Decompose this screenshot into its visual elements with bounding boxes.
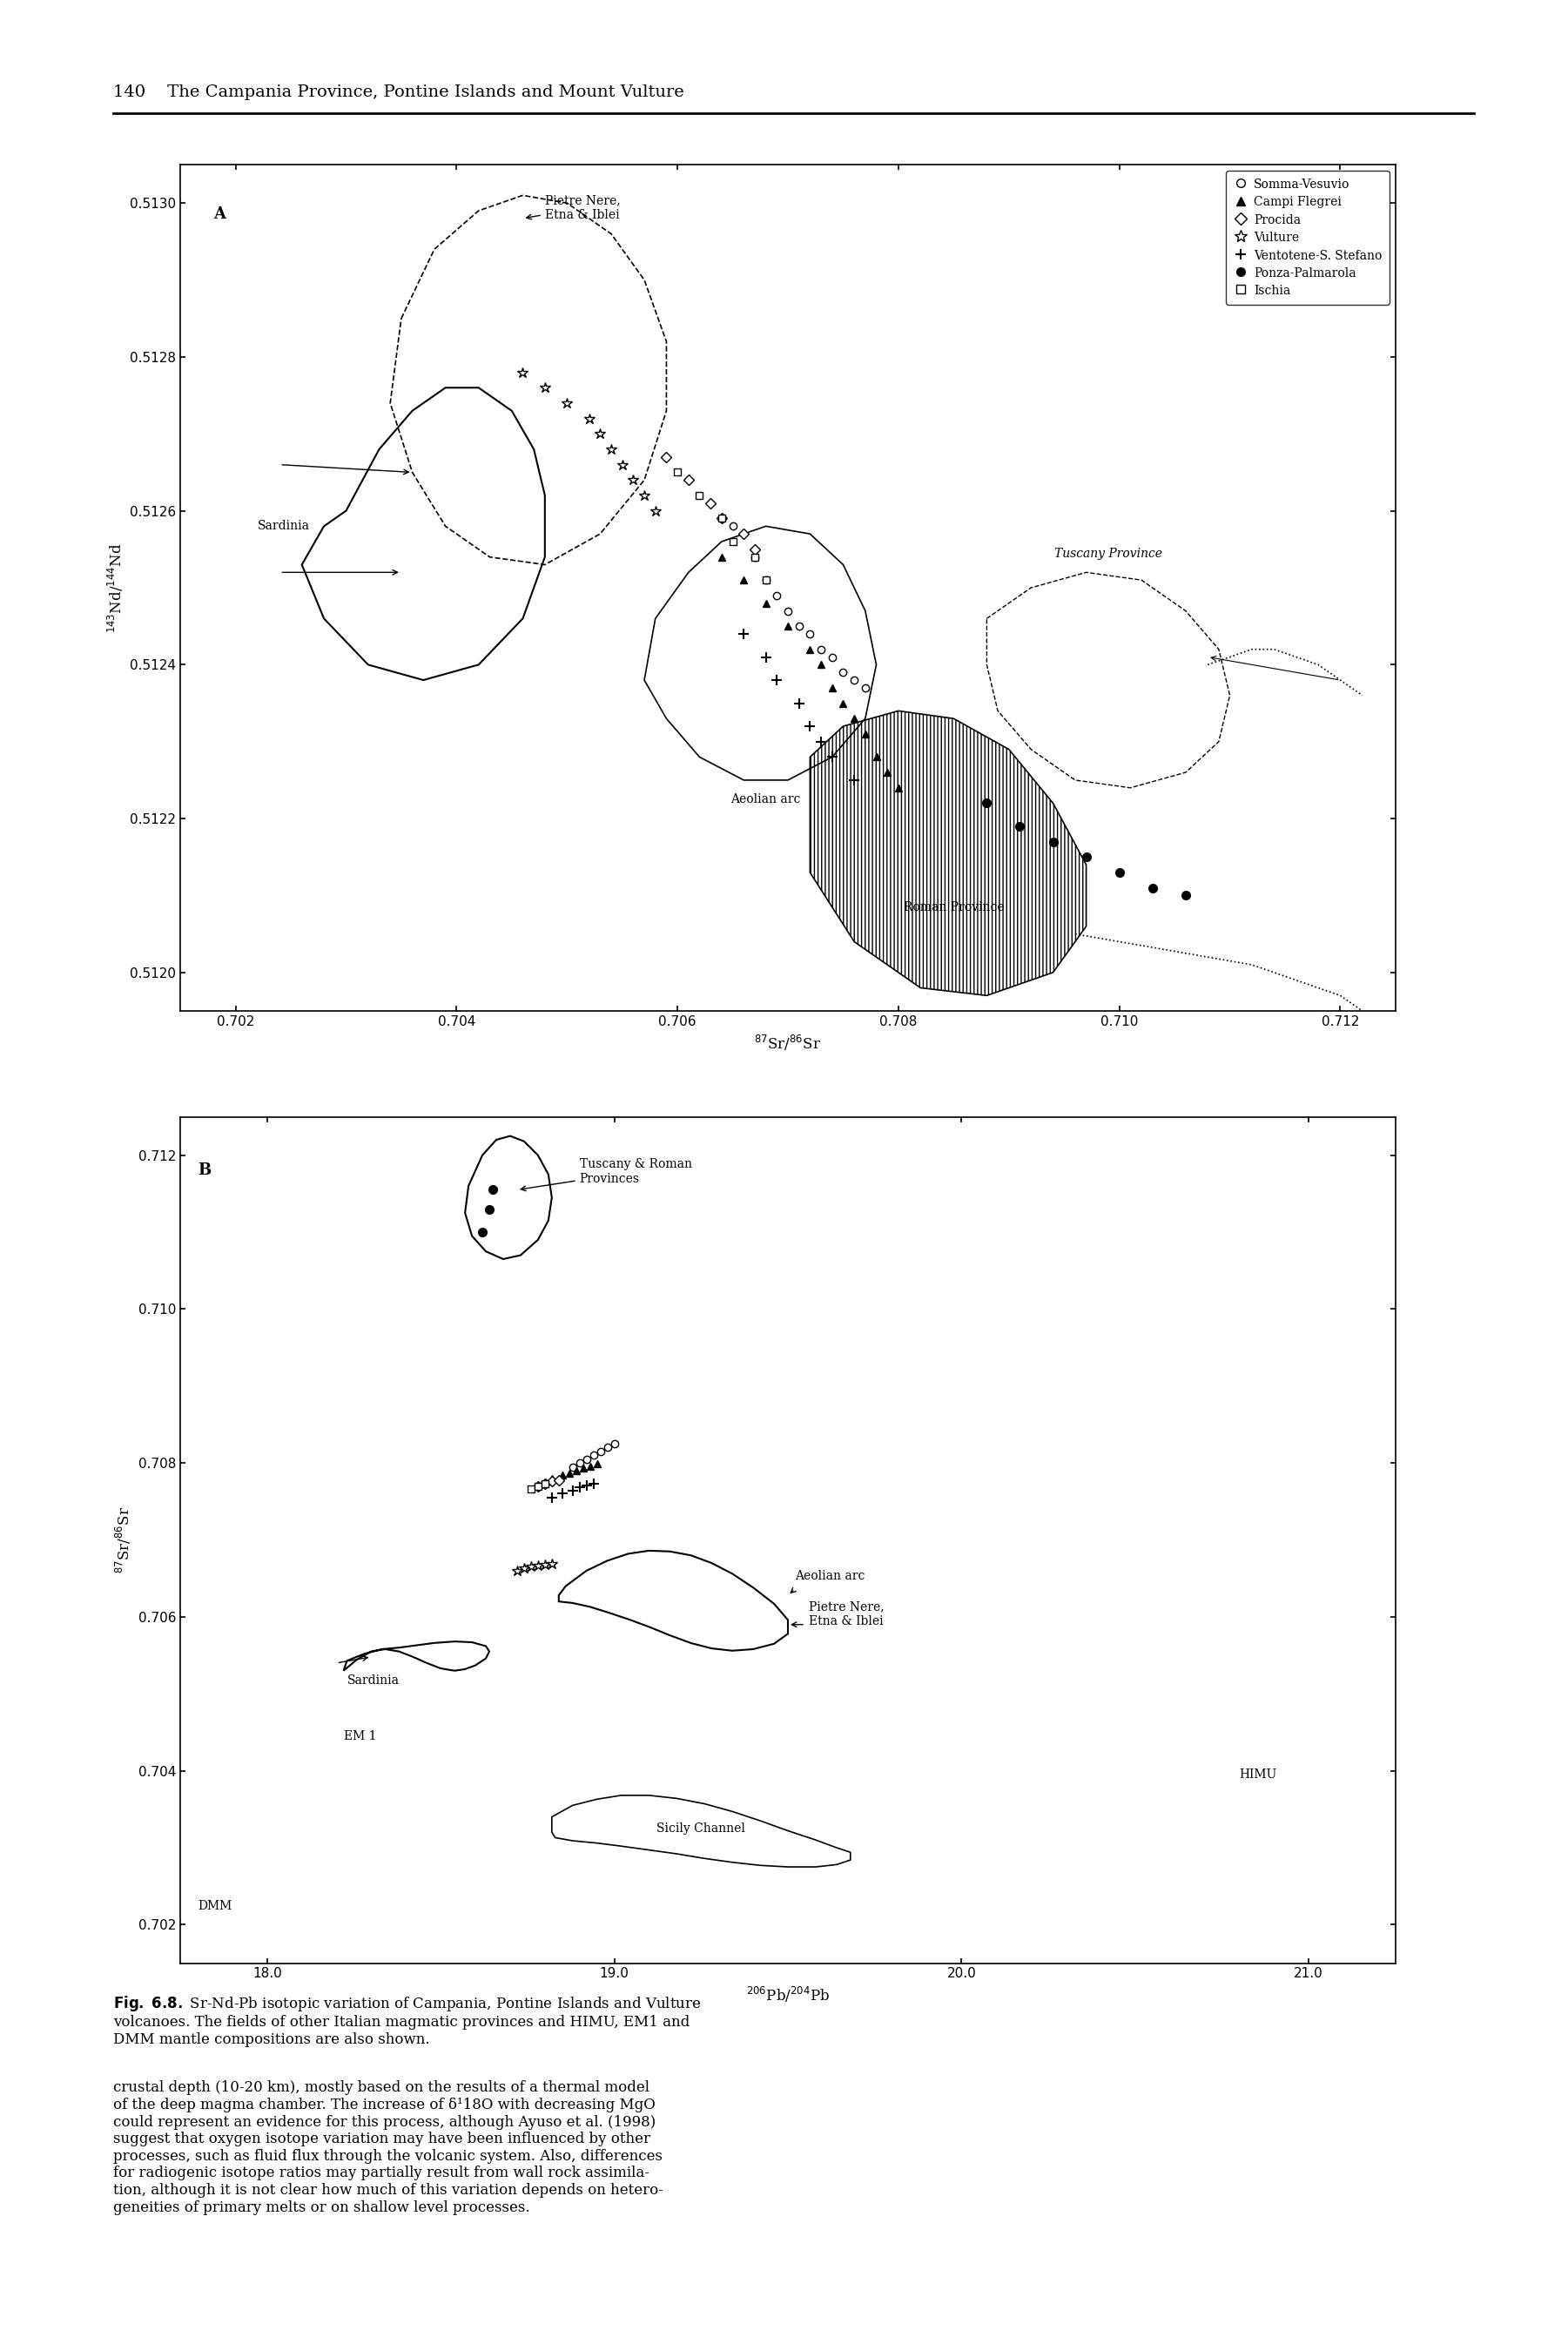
X-axis label: $^{206}$Pb/$^{204}$Pb: $^{206}$Pb/$^{204}$Pb bbox=[746, 1984, 829, 2005]
Text: Sicily Channel: Sicily Channel bbox=[657, 1822, 745, 1834]
Text: HIMU: HIMU bbox=[1239, 1768, 1276, 1782]
Text: Tuscany & Roman
Provinces: Tuscany & Roman Provinces bbox=[521, 1159, 691, 1192]
X-axis label: $^{87}$Sr/$^{86}$Sr: $^{87}$Sr/$^{86}$Sr bbox=[754, 1032, 822, 1053]
Text: DMM: DMM bbox=[198, 1900, 232, 1911]
Text: B: B bbox=[198, 1161, 212, 1178]
Text: Aeolian arc: Aeolian arc bbox=[795, 1570, 866, 1582]
Text: Pietre Nere,
Etna & Iblei: Pietre Nere, Etna & Iblei bbox=[809, 1601, 884, 1627]
Text: Sardinia: Sardinia bbox=[347, 1674, 400, 1686]
Y-axis label: $^{143}$Nd/$^{144}$Nd: $^{143}$Nd/$^{144}$Nd bbox=[105, 543, 125, 632]
Text: A: A bbox=[213, 207, 226, 221]
Text: 140    The Campania Province, Pontine Islands and Mount Vulture: 140 The Campania Province, Pontine Islan… bbox=[113, 85, 684, 101]
Text: $\bf{Fig.\ 6.8.}$ Sr-Nd-Pb isotopic variation of Campania, Pontine Islands and V: $\bf{Fig.\ 6.8.}$ Sr-Nd-Pb isotopic vari… bbox=[113, 1994, 701, 2048]
Text: Tuscany Province: Tuscany Province bbox=[1054, 548, 1162, 560]
Text: Aeolian arc: Aeolian arc bbox=[731, 795, 801, 806]
Text: Roman Province: Roman Province bbox=[903, 900, 1004, 915]
Legend: Somma-Vesuvio, Campi Flegrei, Procida, Vulture, Ventotene-S. Stefano, Ponza-Palm: Somma-Vesuvio, Campi Flegrei, Procida, V… bbox=[1226, 172, 1389, 303]
Y-axis label: $^{87}$Sr/$^{86}$Sr: $^{87}$Sr/$^{86}$Sr bbox=[114, 1507, 133, 1573]
Text: Sardinia: Sardinia bbox=[257, 520, 310, 531]
Text: EM 1: EM 1 bbox=[343, 1730, 376, 1742]
Text: Pietre Nere,
Etna & Iblei: Pietre Nere, Etna & Iblei bbox=[527, 195, 621, 221]
Text: crustal depth (10-20 km), mostly based on the results of a thermal model
of the : crustal depth (10-20 km), mostly based o… bbox=[113, 2081, 663, 2215]
